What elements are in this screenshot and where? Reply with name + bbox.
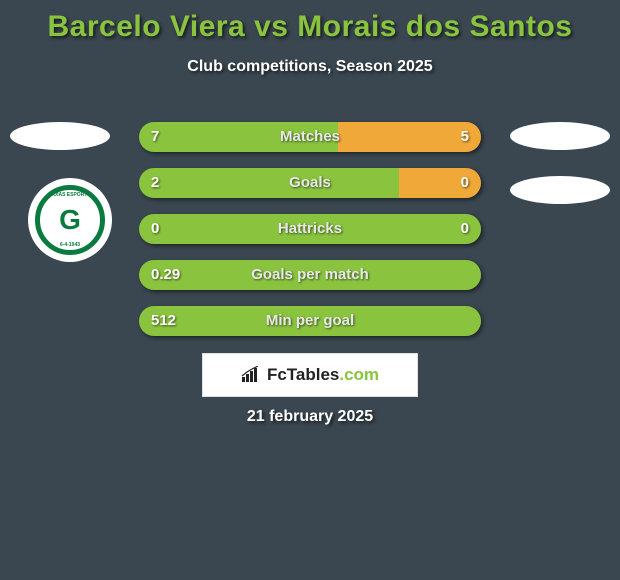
crest-letter: G	[59, 206, 81, 234]
stat-label: Goals per match	[139, 260, 481, 290]
comparison-card: Barcelo Viera vs Morais dos Santos Club …	[0, 0, 620, 580]
logo-part-b: Tables	[287, 365, 340, 384]
page-title: Barcelo Viera vs Morais dos Santos	[0, 0, 620, 44]
stat-label: Hattricks	[139, 214, 481, 244]
stat-row: 7Matches5	[139, 122, 481, 152]
stat-label: Matches	[139, 122, 481, 152]
stats-panel: 7Matches52Goals00Hattricks00.29Goals per…	[139, 122, 481, 352]
logo-part-a: Fc	[267, 365, 287, 384]
stat-row: 0Hattricks0	[139, 214, 481, 244]
player-right-badge-2	[510, 176, 610, 204]
logo-text: FcTables.com	[267, 365, 379, 385]
stat-label: Goals	[139, 168, 481, 198]
crest-bottom-text: 6-4-1943	[60, 242, 80, 248]
stat-label: Min per goal	[139, 306, 481, 336]
stat-row: 512Min per goal	[139, 306, 481, 336]
bar-chart-icon	[241, 366, 263, 384]
club-crest-icon: GOIAS ESPORTE G 6-4-1943	[35, 185, 105, 255]
player-left-crest-wrap: GOIAS ESPORTE G 6-4-1943	[28, 178, 112, 262]
fctables-logo: FcTables.com	[202, 353, 418, 397]
date-text: 21 february 2025	[0, 408, 620, 426]
stat-value-right: 0	[461, 214, 469, 244]
logo-part-c: .com	[339, 365, 379, 384]
stat-row: 2Goals0	[139, 168, 481, 198]
crest-top-text: GOIAS ESPORTE	[49, 192, 90, 198]
subtitle: Club competitions, Season 2025	[0, 58, 620, 76]
player-left-badge-1	[10, 122, 110, 150]
stat-row: 0.29Goals per match	[139, 260, 481, 290]
stat-value-right: 5	[461, 122, 469, 152]
stat-value-right: 0	[461, 168, 469, 198]
player-right-badge-1	[510, 122, 610, 150]
